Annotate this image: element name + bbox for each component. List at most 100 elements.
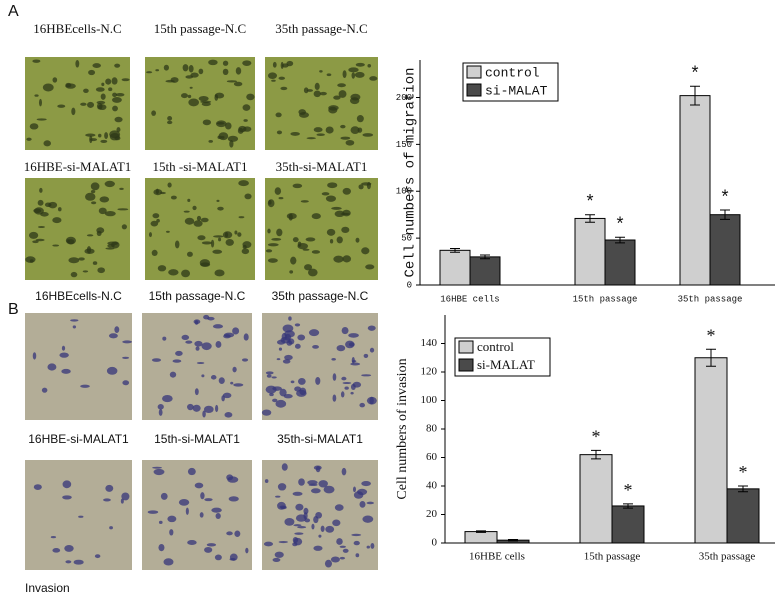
cell <box>245 547 249 554</box>
cell <box>211 507 222 513</box>
panel-label: A <box>8 3 19 20</box>
cell <box>73 559 84 565</box>
cell <box>109 130 121 139</box>
cell <box>167 120 173 125</box>
cell <box>61 368 71 374</box>
cell <box>311 523 315 530</box>
cell <box>61 345 66 351</box>
cell <box>112 105 118 112</box>
error-bar <box>623 503 633 509</box>
y-tick-label: 150 <box>396 140 412 150</box>
cell <box>214 269 225 277</box>
cell <box>325 126 334 134</box>
cell <box>351 72 356 79</box>
cell <box>122 380 130 386</box>
y-axis-label: Cell numbers of migration <box>403 67 419 277</box>
cell <box>272 557 281 562</box>
cell <box>201 374 205 378</box>
error-bar <box>738 485 748 493</box>
cell <box>94 554 101 559</box>
cell <box>336 236 343 244</box>
cell <box>86 234 94 237</box>
cell <box>206 543 217 547</box>
cell <box>183 210 190 213</box>
legend-swatch <box>466 83 482 97</box>
cell <box>328 106 338 114</box>
cell <box>342 381 352 384</box>
cell <box>243 333 249 341</box>
cell <box>361 374 372 377</box>
cell <box>336 344 346 352</box>
cell <box>229 140 234 148</box>
cell <box>186 251 193 257</box>
cell <box>321 192 330 196</box>
cell <box>104 210 116 217</box>
cell <box>158 520 163 525</box>
cell <box>212 324 224 329</box>
cell <box>38 98 42 107</box>
cell <box>332 519 341 527</box>
micrograph <box>25 313 132 420</box>
cell <box>283 393 293 399</box>
cell <box>284 354 293 361</box>
cell <box>284 517 295 526</box>
cell <box>150 220 159 227</box>
cell <box>201 342 212 351</box>
cell <box>167 515 177 523</box>
cell <box>101 82 105 87</box>
cell <box>188 98 200 107</box>
cell <box>312 344 319 349</box>
cell <box>272 61 277 68</box>
cell <box>25 256 36 263</box>
error-bar <box>450 247 460 253</box>
cell <box>169 371 177 378</box>
cell <box>121 224 127 230</box>
cell <box>275 399 287 408</box>
legend-box <box>454 337 551 377</box>
cell <box>167 182 172 188</box>
cell <box>115 92 125 97</box>
cell <box>306 137 316 140</box>
cell <box>334 210 345 218</box>
cell <box>271 376 277 379</box>
cell <box>313 516 319 524</box>
cell <box>358 184 364 190</box>
cell <box>52 548 61 553</box>
cell <box>244 193 252 200</box>
cell <box>122 340 133 344</box>
image-caption: 16HBE-si-MALAT1 <box>28 432 129 446</box>
cell <box>32 240 39 244</box>
cell <box>298 478 305 486</box>
cell <box>156 218 160 223</box>
cell <box>200 492 205 500</box>
cell <box>341 376 347 381</box>
error-bar <box>508 538 518 542</box>
cell <box>202 119 212 126</box>
cell <box>114 63 121 68</box>
cell <box>367 64 372 68</box>
cell <box>104 132 109 140</box>
cell <box>225 122 232 130</box>
cell <box>200 217 209 223</box>
cell <box>37 225 46 229</box>
micrograph <box>142 460 252 570</box>
cell <box>87 101 95 108</box>
cell <box>284 330 295 338</box>
significance-mark: * <box>592 427 601 447</box>
cell <box>214 92 225 99</box>
cell <box>92 63 101 68</box>
cell <box>155 188 159 195</box>
cell <box>52 77 58 83</box>
cell <box>234 530 241 537</box>
cell <box>226 80 238 83</box>
cell <box>163 558 174 566</box>
cell <box>303 87 309 94</box>
cell <box>272 386 282 391</box>
legend-swatch <box>466 65 482 79</box>
cell <box>218 237 222 242</box>
cell <box>278 347 283 351</box>
cell <box>238 216 245 219</box>
cell <box>75 60 80 68</box>
cell <box>78 515 84 518</box>
x-tick-label: 35th passage <box>678 294 743 304</box>
